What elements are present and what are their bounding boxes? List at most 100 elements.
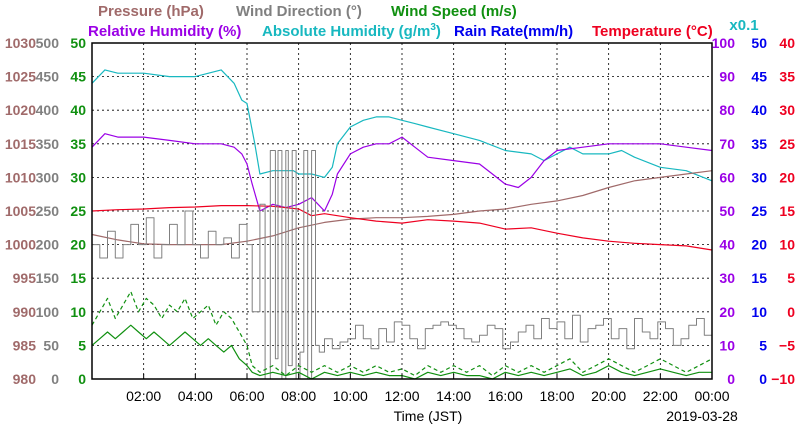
y-tick-pressure: 1025 xyxy=(5,69,36,85)
y-tick-pressure: 990 xyxy=(13,304,37,320)
y-axis-labels: 9809859909951000100510101015102010251030… xyxy=(5,35,795,387)
legend-wind-direction: Wind Direction (°) xyxy=(236,3,362,20)
y-tick-relative-humidity: 50 xyxy=(719,203,735,219)
x-axis-labels: 02:00 04:00 06:00 08:00 10:00 12:00 14:00 16:00… xyxy=(126,374,730,404)
y-tick-wind-speed: 5 xyxy=(78,337,86,353)
x-axis-title: Time (JST) xyxy=(394,408,463,424)
y-tick-wind-speed: 20 xyxy=(70,237,86,253)
y-tick-temperature: −10 xyxy=(771,371,795,387)
series-wind-speed-m-s xyxy=(91,324,712,380)
y-tick-temperature: −5 xyxy=(779,337,795,353)
y-tick-rain-rate: 30 xyxy=(751,169,767,185)
y-tick-relative-humidity: 90 xyxy=(719,69,735,85)
y-tick-temperature: 35 xyxy=(779,69,795,85)
legend-absolute-humidity-suffix: ) xyxy=(436,23,441,40)
y-tick-rain-rate: 50 xyxy=(751,35,767,51)
y-tick-wind-speed: 45 xyxy=(70,69,86,85)
y-tick-pressure: 1015 xyxy=(5,136,36,152)
x-tick-label: 20:00 xyxy=(591,388,626,404)
y-tick-temperature: 20 xyxy=(779,169,795,185)
y-tick-pressure: 1030 xyxy=(5,35,36,51)
y-tick-pressure: 1010 xyxy=(5,169,36,185)
y-tick-pressure: 995 xyxy=(13,270,37,286)
x-tick-label: 02:00 xyxy=(126,388,161,404)
y-tick-wind-direction: 400 xyxy=(36,102,60,118)
y-tick-rain-rate: 15 xyxy=(751,270,767,286)
legend-wind-speed: Wind Speed (m/s) xyxy=(391,3,517,20)
legend-temperature: Temperature (°C) xyxy=(592,23,713,40)
y-tick-wind-direction: 0 xyxy=(51,371,59,387)
x-tick-label: 18:00 xyxy=(539,388,574,404)
y-tick-wind-direction: 250 xyxy=(36,203,60,219)
y-tick-pressure: 1020 xyxy=(5,102,36,118)
y-tick-wind-direction: 150 xyxy=(36,270,60,286)
y-tick-wind-direction: 350 xyxy=(36,136,60,152)
legend-absolute-humidity-sup: 3 xyxy=(430,22,436,33)
y-tick-relative-humidity: 10 xyxy=(719,337,735,353)
y-tick-wind-speed: 25 xyxy=(70,203,86,219)
y-tick-temperature: 10 xyxy=(779,237,795,253)
y-tick-relative-humidity: 100 xyxy=(712,35,736,51)
y-tick-wind-direction: 450 xyxy=(36,69,60,85)
legend-pressure: Pressure (hPa) xyxy=(98,3,204,20)
x-tick-label: 12:00 xyxy=(384,388,419,404)
legend-relative-humidity: Relative Humidity (%) xyxy=(88,23,241,40)
y-tick-wind-speed: 10 xyxy=(70,304,86,320)
x-tick-label: 22:00 xyxy=(643,388,678,404)
x-tick-label: 16:00 xyxy=(488,388,523,404)
series-wind-speed-m-s-max xyxy=(91,291,713,377)
y-tick-pressure: 1005 xyxy=(5,203,36,219)
y-tick-wind-speed: 15 xyxy=(70,270,86,286)
y-tick-relative-humidity: 60 xyxy=(719,169,735,185)
y-tick-wind-speed: 40 xyxy=(70,102,86,118)
y-tick-relative-humidity: 0 xyxy=(727,371,735,387)
series-absolute-humidity-g-m3 xyxy=(91,69,713,182)
y-tick-wind-speed: 30 xyxy=(70,169,86,185)
y-tick-wind-speed: 35 xyxy=(70,136,86,152)
x-tick-label: 14:00 xyxy=(436,388,471,404)
y-tick-relative-humidity: 80 xyxy=(719,102,735,118)
y-tick-rain-rate: 0 xyxy=(759,371,767,387)
y-tick-wind-speed: 0 xyxy=(78,371,86,387)
y-tick-relative-humidity: 70 xyxy=(719,136,735,152)
y-tick-relative-humidity: 40 xyxy=(719,237,735,253)
legend-rain-multiplier: x0.1 xyxy=(729,17,758,34)
y-tick-wind-speed: 50 xyxy=(70,35,86,51)
plot-series xyxy=(91,69,713,380)
y-tick-rain-rate: 45 xyxy=(751,69,767,85)
date-label: 2019-03-28 xyxy=(666,408,738,424)
x-tick-label: 00:00 xyxy=(694,388,729,404)
y-tick-temperature: 40 xyxy=(779,35,795,51)
y-tick-rain-rate: 20 xyxy=(751,237,767,253)
y-tick-wind-direction: 50 xyxy=(43,337,59,353)
y-tick-relative-humidity: 30 xyxy=(719,270,735,286)
y-tick-temperature: 30 xyxy=(779,102,795,118)
y-tick-pressure: 1000 xyxy=(5,237,36,253)
x-tick-label: 10:00 xyxy=(333,388,368,404)
y-tick-wind-direction: 500 xyxy=(36,35,60,51)
y-tick-relative-humidity: 20 xyxy=(719,304,735,320)
legend-absolute-humidity: Absolute Humidity (g/m3) xyxy=(262,22,441,40)
y-tick-pressure: 985 xyxy=(13,337,37,353)
x-tick-label: 06:00 xyxy=(229,388,264,404)
x-tick-label: 04:00 xyxy=(178,388,213,404)
y-tick-pressure: 980 xyxy=(13,371,37,387)
y-tick-wind-direction: 100 xyxy=(36,304,60,320)
y-tick-rain-rate: 10 xyxy=(751,304,767,320)
series-wind-direction xyxy=(92,150,713,380)
y-tick-temperature: 15 xyxy=(779,203,795,219)
y-tick-temperature: 25 xyxy=(779,136,795,152)
legend-absolute-humidity-prefix: Absolute Humidity (g/m xyxy=(262,23,430,40)
y-tick-rain-rate: 5 xyxy=(759,337,767,353)
legend-rain-rate: Rain Rate(mm/h) xyxy=(454,23,573,40)
y-tick-temperature: 0 xyxy=(787,304,795,320)
x-tick-label: 08:00 xyxy=(281,388,316,404)
series-temperature-c xyxy=(91,205,713,251)
y-tick-rain-rate: 40 xyxy=(751,102,767,118)
y-tick-rain-rate: 35 xyxy=(751,136,767,152)
y-tick-wind-direction: 200 xyxy=(36,237,60,253)
y-tick-wind-direction: 300 xyxy=(36,169,60,185)
y-tick-rain-rate: 25 xyxy=(751,203,767,219)
series-relative-humidity xyxy=(91,133,713,212)
